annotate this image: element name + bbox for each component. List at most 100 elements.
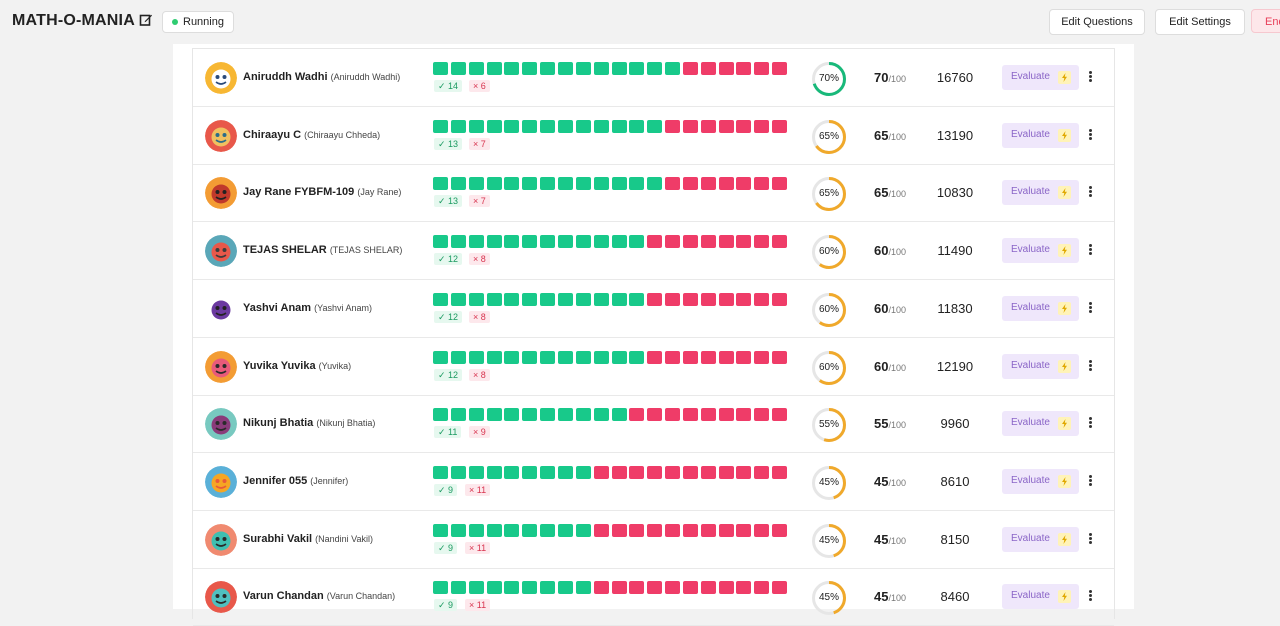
correct-answer-segment[interactable] [522, 119, 538, 133]
correct-answer-segment[interactable] [450, 465, 466, 479]
correct-answer-segment[interactable] [557, 292, 573, 306]
more-options-icon[interactable] [1089, 71, 1093, 83]
incorrect-answer-segment[interactable] [682, 62, 698, 75]
incorrect-answer-segment[interactable] [700, 119, 716, 133]
correct-answer-segment[interactable] [433, 408, 448, 422]
correct-answer-segment[interactable] [433, 581, 448, 595]
correct-answer-segment[interactable] [504, 465, 520, 479]
correct-answer-segment[interactable] [593, 119, 609, 133]
correct-answer-segment[interactable] [450, 581, 466, 595]
more-options-icon[interactable] [1089, 128, 1093, 141]
correct-answer-segment[interactable] [450, 119, 466, 133]
incorrect-answer-segment[interactable] [629, 581, 645, 595]
correct-answer-segment[interactable] [504, 408, 520, 422]
correct-answer-segment[interactable] [611, 235, 627, 249]
correct-answer-segment[interactable] [468, 177, 484, 191]
correct-answer-segment[interactable] [450, 235, 466, 249]
correct-answer-segment[interactable] [468, 523, 484, 537]
incorrect-answer-segment[interactable] [665, 523, 681, 537]
incorrect-answer-segment[interactable] [754, 235, 770, 249]
correct-answer-segment[interactable] [557, 235, 573, 249]
correct-answer-segment[interactable] [522, 235, 538, 249]
incorrect-answer-segment[interactable] [772, 523, 788, 537]
incorrect-answer-segment[interactable] [611, 465, 627, 479]
incorrect-answer-segment[interactable] [718, 62, 734, 75]
correct-answer-segment[interactable] [504, 235, 520, 249]
correct-answer-segment[interactable] [629, 62, 645, 75]
incorrect-answer-segment[interactable] [700, 292, 716, 306]
incorrect-answer-segment[interactable] [647, 523, 663, 537]
correct-answer-segment[interactable] [486, 62, 502, 75]
correct-answer-segment[interactable] [450, 62, 466, 75]
more-options-icon[interactable] [1089, 244, 1093, 256]
correct-answer-segment[interactable] [522, 465, 538, 479]
incorrect-answer-segment[interactable] [665, 177, 681, 191]
incorrect-answer-segment[interactable] [772, 177, 788, 191]
evaluate-button[interactable]: Evaluate [1002, 65, 1079, 90]
incorrect-answer-segment[interactable] [754, 581, 770, 595]
correct-answer-segment[interactable] [575, 119, 591, 133]
correct-answer-segment[interactable] [540, 581, 556, 595]
incorrect-answer-segment[interactable] [736, 523, 752, 537]
incorrect-answer-segment[interactable] [772, 119, 788, 133]
correct-answer-segment[interactable] [647, 177, 663, 191]
correct-answer-segment[interactable] [611, 292, 627, 306]
correct-answer-segment[interactable] [611, 177, 627, 191]
correct-answer-segment[interactable] [504, 581, 520, 595]
correct-answer-segment[interactable] [433, 177, 448, 191]
correct-answer-segment[interactable] [575, 292, 591, 306]
incorrect-answer-segment[interactable] [718, 177, 734, 191]
incorrect-answer-segment[interactable] [700, 523, 716, 537]
incorrect-answer-segment[interactable] [772, 465, 788, 479]
correct-answer-segment[interactable] [468, 581, 484, 595]
evaluate-button[interactable]: Evaluate [1002, 122, 1079, 148]
correct-answer-segment[interactable] [486, 292, 502, 306]
correct-answer-segment[interactable] [486, 177, 502, 191]
incorrect-answer-segment[interactable] [718, 235, 734, 249]
incorrect-answer-segment[interactable] [682, 177, 698, 191]
correct-answer-segment[interactable] [557, 350, 573, 364]
incorrect-answer-segment[interactable] [754, 408, 770, 422]
incorrect-answer-segment[interactable] [718, 465, 734, 479]
correct-answer-segment[interactable] [450, 177, 466, 191]
incorrect-answer-segment[interactable] [718, 292, 734, 306]
correct-answer-segment[interactable] [629, 235, 645, 249]
correct-answer-segment[interactable] [433, 119, 448, 133]
correct-answer-segment[interactable] [557, 523, 573, 537]
incorrect-answer-segment[interactable] [647, 350, 663, 364]
correct-answer-segment[interactable] [629, 350, 645, 364]
correct-answer-segment[interactable] [433, 292, 448, 306]
more-options-icon[interactable] [1089, 474, 1093, 487]
correct-answer-segment[interactable] [504, 177, 520, 191]
incorrect-answer-segment[interactable] [736, 177, 752, 191]
incorrect-answer-segment[interactable] [700, 581, 716, 595]
incorrect-answer-segment[interactable] [736, 62, 752, 75]
correct-answer-segment[interactable] [557, 62, 573, 75]
correct-answer-segment[interactable] [593, 292, 609, 306]
correct-answer-segment[interactable] [557, 465, 573, 479]
incorrect-answer-segment[interactable] [772, 62, 788, 75]
incorrect-answer-segment[interactable] [593, 581, 609, 595]
evaluate-button[interactable]: Evaluate [1002, 468, 1079, 494]
incorrect-answer-segment[interactable] [682, 350, 698, 364]
correct-answer-segment[interactable] [575, 465, 591, 479]
incorrect-answer-segment[interactable] [754, 523, 770, 537]
correct-answer-segment[interactable] [629, 119, 645, 133]
more-options-icon[interactable] [1089, 359, 1093, 372]
correct-answer-segment[interactable] [486, 408, 502, 422]
correct-answer-segment[interactable] [611, 408, 627, 422]
incorrect-answer-segment[interactable] [772, 350, 788, 364]
incorrect-answer-segment[interactable] [754, 177, 770, 191]
correct-answer-segment[interactable] [575, 523, 591, 537]
correct-answer-segment[interactable] [486, 465, 502, 479]
correct-answer-segment[interactable] [468, 62, 484, 75]
incorrect-answer-segment[interactable] [772, 581, 788, 595]
incorrect-answer-segment[interactable] [682, 523, 698, 537]
correct-answer-segment[interactable] [575, 235, 591, 249]
correct-answer-segment[interactable] [647, 62, 663, 75]
incorrect-answer-segment[interactable] [736, 465, 752, 479]
correct-answer-segment[interactable] [450, 350, 466, 364]
incorrect-answer-segment[interactable] [629, 465, 645, 479]
incorrect-answer-segment[interactable] [665, 235, 681, 249]
incorrect-answer-segment[interactable] [700, 177, 716, 191]
